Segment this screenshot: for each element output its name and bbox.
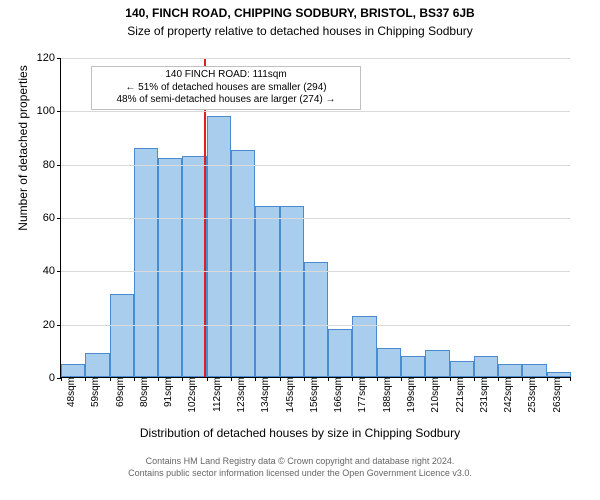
footer-line2: Contains public sector information licen… [0,468,600,478]
annotation-box: 140 FINCH ROAD: 111sqm ← 51% of detached… [91,66,361,110]
xtick-label: 177sqm [355,377,368,413]
xtick-mark [61,377,62,381]
xtick-mark [425,377,426,381]
histogram-bar [522,364,546,377]
gridline-h [61,165,570,166]
xtick-mark [255,377,256,381]
annotation-line1: 140 FINCH ROAD: 111sqm [96,69,356,82]
ytick-label: 60 [43,212,61,224]
xtick-label: 145sqm [283,377,296,413]
histogram-bar [280,206,304,377]
xtick-mark [207,377,208,381]
xtick-mark [280,377,281,381]
xtick-mark [231,377,232,381]
xtick-label: 156sqm [307,377,320,413]
xtick-mark [352,377,353,381]
xtick-label: 59sqm [88,377,101,407]
gridline-h [61,218,570,219]
xtick-mark [110,377,111,381]
xtick-label: 242sqm [501,377,514,413]
ytick-label: 20 [43,319,61,331]
chart-title: 140, FINCH ROAD, CHIPPING SODBURY, BRIST… [0,6,600,20]
y-axis-label: Number of detached properties [16,0,30,308]
xtick-mark [328,377,329,381]
xtick-mark [182,377,183,381]
chart-plot-area: 140 FINCH ROAD: 111sqm ← 51% of detached… [60,58,570,378]
xtick-label: 199sqm [404,377,417,413]
xtick-mark [401,377,402,381]
xtick-label: 48sqm [64,377,77,407]
xtick-mark [450,377,451,381]
xtick-label: 91sqm [161,377,174,407]
annotation-line3: 48% of semi-detached houses are larger (… [96,94,356,107]
xtick-label: 69sqm [113,377,126,407]
histogram-bar [450,361,474,377]
ytick-label: 40 [43,265,61,277]
ytick-label: 120 [37,52,61,64]
gridline-h [61,325,570,326]
gridline-h [61,271,570,272]
xtick-label: 166sqm [331,377,344,413]
histogram-bar [134,148,158,377]
xtick-label: 188sqm [380,377,393,413]
xtick-mark [570,377,571,381]
xtick-label: 134sqm [258,377,271,413]
xtick-label: 231sqm [477,377,490,413]
histogram-bar [61,364,85,377]
xtick-mark [158,377,159,381]
histogram-bar [304,262,328,377]
gridline-h [61,58,570,59]
xtick-label: 112sqm [210,377,223,412]
xtick-mark [547,377,548,381]
xtick-label: 80sqm [137,377,150,407]
histogram-bar [110,294,134,377]
histogram-bar [401,356,425,377]
ytick-label: 0 [49,372,61,384]
histogram-bar [328,329,352,377]
xtick-mark [134,377,135,381]
xtick-mark [498,377,499,381]
histogram-bar [207,116,231,377]
xtick-label: 102sqm [185,377,198,413]
histogram-bar [158,158,182,377]
histogram-bar [182,156,206,377]
xtick-mark [85,377,86,381]
footer-line1: Contains HM Land Registry data © Crown c… [0,456,600,466]
xtick-label: 221sqm [453,377,466,413]
xtick-mark [304,377,305,381]
xtick-label: 123sqm [234,377,247,413]
xtick-mark [522,377,523,381]
histogram-bar [498,364,522,377]
xtick-mark [377,377,378,381]
ytick-label: 80 [43,159,61,171]
xtick-label: 210sqm [428,377,441,413]
histogram-bar [425,350,449,377]
xtick-label: 263sqm [550,377,563,413]
histogram-bar [85,353,109,377]
x-axis-label: Distribution of detached houses by size … [0,426,600,440]
histogram-bar [474,356,498,377]
histogram-bar [377,348,401,377]
xtick-label: 253sqm [525,377,538,413]
xtick-mark [474,377,475,381]
gridline-h [61,111,570,112]
annotation-line2: ← 51% of detached houses are smaller (29… [96,82,356,95]
ytick-label: 100 [37,105,61,117]
histogram-bar [255,206,279,377]
chart-subtitle: Size of property relative to detached ho… [0,24,600,38]
histogram-bar [231,150,255,377]
